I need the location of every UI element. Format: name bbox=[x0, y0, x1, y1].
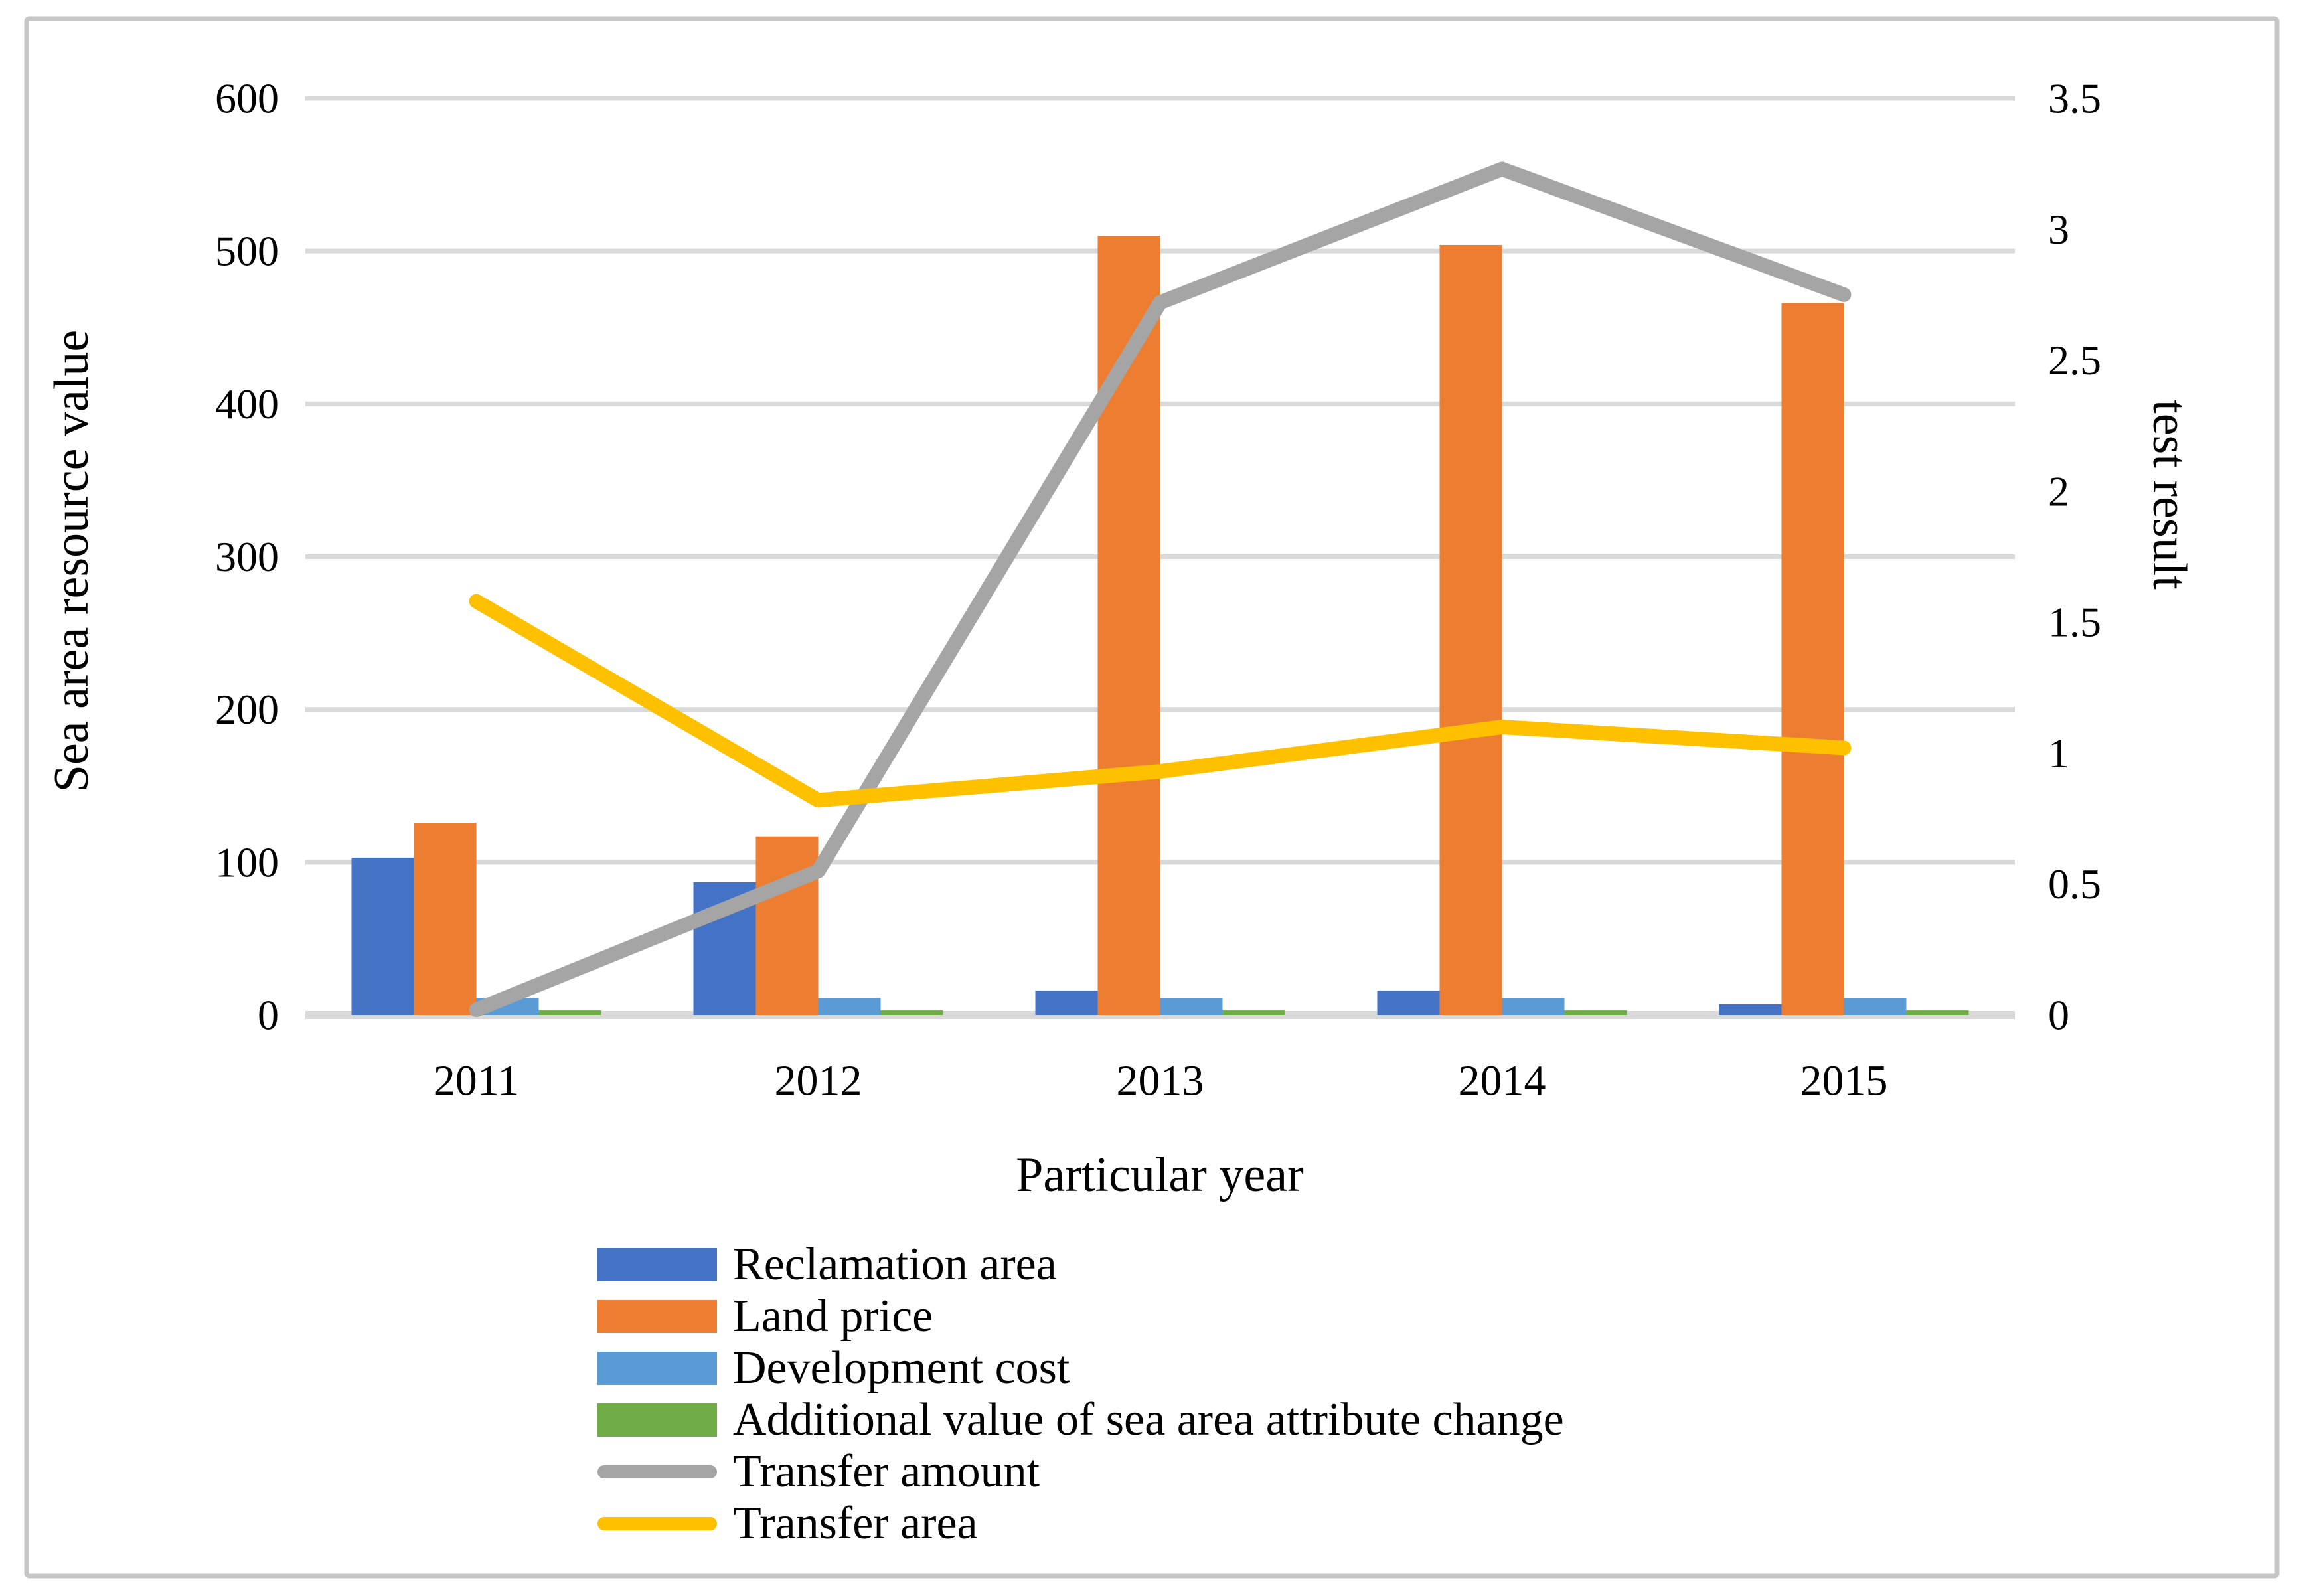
bar-development-cost-2015 bbox=[1844, 998, 1907, 1015]
legend-line-swatch bbox=[597, 1517, 717, 1530]
left-axis-tick-label: 200 bbox=[215, 686, 279, 733]
line-transfer-amount bbox=[469, 161, 1852, 1018]
legend-label: Transfer amount bbox=[733, 1446, 1040, 1497]
x-axis-tick-label: 2013 bbox=[1117, 1057, 1204, 1105]
right-axis-tick-label: 1.5 bbox=[2048, 599, 2101, 646]
legend-label: Additional value of sea area attribute c… bbox=[733, 1394, 1564, 1445]
left-axis-tick-label: 100 bbox=[215, 838, 279, 886]
right-axis-title: test result bbox=[2142, 400, 2197, 590]
bar-color-swatch bbox=[597, 1300, 717, 1333]
axis-tick-labels: 0 100 200 300 400 500 600 0 0.5 1 1.5 2 2.5 3 3.5 2011 2… bbox=[215, 75, 2101, 1105]
right-axis-tick-label: 0.5 bbox=[2048, 860, 2101, 908]
line-color-swatch bbox=[597, 1465, 717, 1478]
right-axis-tick-label: 2 bbox=[2048, 467, 2069, 515]
line-color-swatch bbox=[597, 1517, 717, 1530]
legend-label: Development cost bbox=[733, 1342, 1070, 1394]
legend-bar-swatch bbox=[597, 1403, 717, 1437]
legend-label: Transfer area bbox=[733, 1498, 978, 1549]
legend: Reclamation area Land price Development co… bbox=[597, 1239, 1564, 1550]
bar-additional-value-of-sea-area-attribute-change-2012 bbox=[880, 1010, 943, 1015]
bar-additional-value-of-sea-area-attribute-change-2013 bbox=[1222, 1010, 1285, 1015]
bar-land-price-2011 bbox=[414, 822, 477, 1015]
legend-line-swatch bbox=[597, 1465, 717, 1478]
legend-bar-swatch bbox=[597, 1300, 717, 1333]
bar-groups bbox=[351, 236, 1969, 1016]
bar-development-cost-2013 bbox=[1160, 998, 1223, 1015]
legend-label: Land price bbox=[733, 1291, 933, 1342]
left-axis-tick-label: 0 bbox=[258, 992, 279, 1039]
bar-reclamation-area-2011 bbox=[351, 857, 414, 1015]
bar-development-cost-2014 bbox=[1502, 998, 1565, 1015]
bar-land-price-2015 bbox=[1781, 303, 1844, 1015]
legend-item-transfer-amount: Transfer amount bbox=[597, 1446, 1564, 1498]
bar-development-cost-2012 bbox=[818, 998, 881, 1015]
bar-reclamation-area-2013 bbox=[1035, 991, 1098, 1015]
line-transfer-area bbox=[469, 594, 1852, 808]
bar-color-swatch bbox=[597, 1352, 717, 1385]
x-axis-tick-label: 2011 bbox=[434, 1057, 520, 1105]
right-axis-tick-label: 3.5 bbox=[2048, 75, 2101, 122]
legend-item-reclamation-area: Reclamation area bbox=[597, 1239, 1564, 1291]
left-axis-tick-label: 300 bbox=[215, 533, 279, 580]
right-axis-tick-label: 0 bbox=[2048, 992, 2069, 1039]
line-series-group bbox=[469, 161, 1852, 1018]
legend-item-additional-value-of-sea-area-attribute-change: Additional value of sea area attribute c… bbox=[597, 1394, 1564, 1446]
left-axis-tick-label: 400 bbox=[215, 380, 279, 428]
left-axis-tick-label: 500 bbox=[215, 228, 279, 275]
figure-border bbox=[24, 16, 2280, 1579]
x-axis-title: Particular year bbox=[1016, 1148, 1304, 1202]
x-axis-tick-label: 2014 bbox=[1459, 1057, 1546, 1105]
bar-color-swatch bbox=[597, 1248, 717, 1281]
legend-item-transfer-area: Transfer area bbox=[597, 1498, 1564, 1550]
x-axis-tick-label: 2012 bbox=[775, 1057, 862, 1105]
bar-color-swatch bbox=[597, 1403, 717, 1437]
x-axis-tick-label: 2015 bbox=[1800, 1057, 1888, 1105]
bar-additional-value-of-sea-area-attribute-change-2015 bbox=[1906, 1010, 1969, 1015]
bar-additional-value-of-sea-area-attribute-change-2011 bbox=[538, 1010, 601, 1015]
bar-land-price-2014 bbox=[1439, 244, 1502, 1016]
right-axis-tick-label: 1 bbox=[2048, 730, 2069, 777]
left-axis-title: Sea area resource value bbox=[44, 330, 99, 792]
right-axis-tick-label: 2.5 bbox=[2048, 337, 2101, 384]
bar-reclamation-area-2015 bbox=[1719, 1004, 1782, 1015]
right-axis-tick-label: 3 bbox=[2048, 206, 2069, 253]
bar-land-price-2012 bbox=[755, 836, 819, 1015]
legend-label: Reclamation area bbox=[733, 1239, 1057, 1290]
legend-bar-swatch bbox=[597, 1248, 717, 1281]
bar-additional-value-of-sea-area-attribute-change-2014 bbox=[1564, 1010, 1627, 1015]
left-axis-tick-label: 600 bbox=[215, 75, 279, 122]
legend-bar-swatch bbox=[597, 1352, 717, 1385]
legend-item-development-cost: Development cost bbox=[597, 1342, 1564, 1394]
legend-item-land-price: Land price bbox=[597, 1291, 1564, 1342]
bar-reclamation-area-2014 bbox=[1377, 991, 1440, 1015]
